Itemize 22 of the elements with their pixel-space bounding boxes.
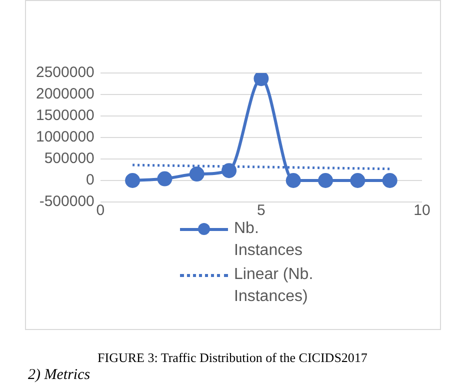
legend-label: Linear (Nb. Instances) [234, 265, 314, 307]
x-tick-label: 5 [257, 202, 266, 220]
y-tick-label: 500000 [44, 150, 94, 168]
legend-label: Nb. Instances [234, 219, 304, 261]
y-tick-label: 1000000 [36, 128, 94, 146]
y-tick-label: 2500000 [36, 64, 94, 82]
point [189, 166, 204, 182]
point [382, 173, 398, 188]
x-tick-label: 10 [414, 202, 430, 220]
caption: FIGURE 3: Traffic Distribution of the CICIDS2017 [96, 350, 368, 366]
y-tick-label: 1500000 [36, 107, 94, 124]
point [318, 173, 334, 188]
point [286, 173, 301, 188]
point [157, 171, 172, 186]
point [254, 73, 269, 86]
point [125, 173, 140, 188]
y-tick-label: -500000 [39, 193, 94, 210]
y-tick-label: 2000000 [36, 86, 94, 103]
y-tick-label: 0 [86, 172, 94, 189]
text: 2) Metrics [28, 367, 90, 384]
point [222, 163, 237, 178]
point [350, 173, 366, 188]
